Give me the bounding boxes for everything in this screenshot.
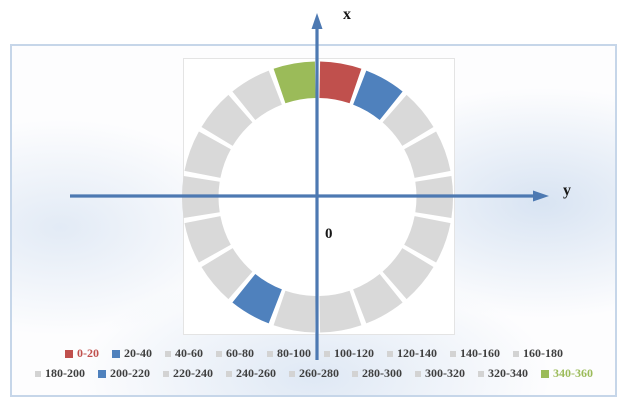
legend-marker-icon: [541, 369, 549, 378]
legend-label: 20-40: [124, 346, 152, 360]
x-axis-arrowhead-icon: [311, 13, 323, 29]
donut-segment-180-200: [273, 290, 316, 333]
legend-row-1: 0-20 20-40 40-60 60-80 80-100 100-120 120-140 1…: [65, 346, 563, 361]
legend-label: 240-260: [236, 366, 276, 380]
legend-marker-icon: [513, 350, 519, 357]
legend-item-240-260: 240-260: [226, 366, 276, 381]
x-axis-label: x: [343, 6, 351, 23]
legend-marker-icon: [216, 350, 222, 357]
legend-item-260-280: 260-280: [289, 366, 339, 381]
donut-segment-0-20: [319, 61, 362, 104]
legend-item-320-340: 320-340: [478, 366, 528, 381]
legend-row-2: 180-200 200-220 220-240 240-260 260-280 280-3…: [35, 366, 593, 381]
legend-marker-icon: [324, 350, 330, 357]
donut-segment-340-360: [273, 61, 316, 104]
legend-label: 200-220: [110, 366, 150, 380]
legend-item-300-320: 300-320: [415, 366, 465, 381]
legend-marker-icon: [387, 350, 393, 357]
legend-marker-icon: [35, 370, 41, 377]
legend-marker-icon: [478, 370, 484, 377]
legend-item-220-240: 220-240: [163, 366, 213, 381]
legend-marker-icon: [352, 370, 358, 377]
legend-marker-icon: [165, 350, 171, 357]
legend-item-20-40: 20-40: [112, 346, 152, 361]
legend-marker-icon: [415, 370, 421, 377]
legend-marker-icon: [267, 350, 273, 357]
legend-item-160-180: 160-180: [513, 346, 563, 361]
legend-label: 260-280: [299, 366, 339, 380]
donut-segment-20-40: [353, 70, 403, 120]
legend-label: 60-80: [226, 346, 254, 360]
legend-marker-icon: [98, 369, 106, 378]
legend-marker-icon: [112, 349, 120, 358]
legend-marker-icon: [226, 370, 232, 377]
donut-segment-300-320: [201, 94, 253, 146]
legend-label: 160-180: [523, 346, 563, 360]
legend-label: 40-60: [175, 346, 203, 360]
donut-segment-240-260: [184, 216, 231, 263]
donut-segment-60-80: [404, 131, 451, 178]
legend-item-200-220: 200-220: [98, 366, 150, 381]
legend-item-40-60: 40-60: [165, 346, 203, 361]
donut-segment-40-60: [382, 94, 434, 146]
chart-legend: 0-20 20-40 40-60 60-80 80-100 100-120 120-140 1…: [12, 346, 616, 381]
legend-marker-icon: [450, 350, 456, 357]
donut-segment-320-340: [232, 70, 282, 120]
donut-segment-160-180: [319, 290, 362, 333]
legend-label: 220-240: [173, 366, 213, 380]
legend-label: 100-120: [334, 346, 374, 360]
donut-segment-220-240: [201, 248, 253, 300]
donut-segment-200-220: [232, 274, 282, 324]
y-axis-arrowhead-icon: [533, 190, 549, 202]
origin-label: 0: [325, 226, 333, 242]
legend-item-280-300: 280-300: [352, 366, 402, 381]
legend-item-80-100: 80-100: [267, 346, 311, 361]
legend-item-120-140: 120-140: [387, 346, 437, 361]
legend-label: 320-340: [488, 366, 528, 380]
legend-marker-icon: [65, 349, 73, 358]
donut-segment-120-140: [382, 248, 434, 300]
legend-label: 80-100: [277, 346, 311, 360]
legend-item-180-200: 180-200: [35, 366, 85, 381]
legend-item-60-80: 60-80: [216, 346, 254, 361]
legend-label: 340-360: [553, 366, 593, 380]
legend-label: 140-160: [460, 346, 500, 360]
donut-segment-280-300: [184, 131, 231, 178]
legend-item-340-360: 340-360: [541, 366, 593, 381]
legend-label: 120-140: [397, 346, 437, 360]
legend-item-0-20: 0-20: [65, 346, 99, 361]
legend-label: 0-20: [77, 346, 99, 360]
y-axis-label: y: [563, 182, 571, 199]
legend-marker-icon: [163, 370, 169, 377]
legend-item-100-120: 100-120: [324, 346, 374, 361]
donut-segment-140-160: [353, 274, 403, 324]
legend-marker-icon: [289, 370, 295, 377]
legend-label: 300-320: [425, 366, 465, 380]
legend-label: 180-200: [45, 366, 85, 380]
donut-segment-100-120: [404, 216, 451, 263]
legend-item-140-160: 140-160: [450, 346, 500, 361]
legend-label: 280-300: [362, 366, 402, 380]
